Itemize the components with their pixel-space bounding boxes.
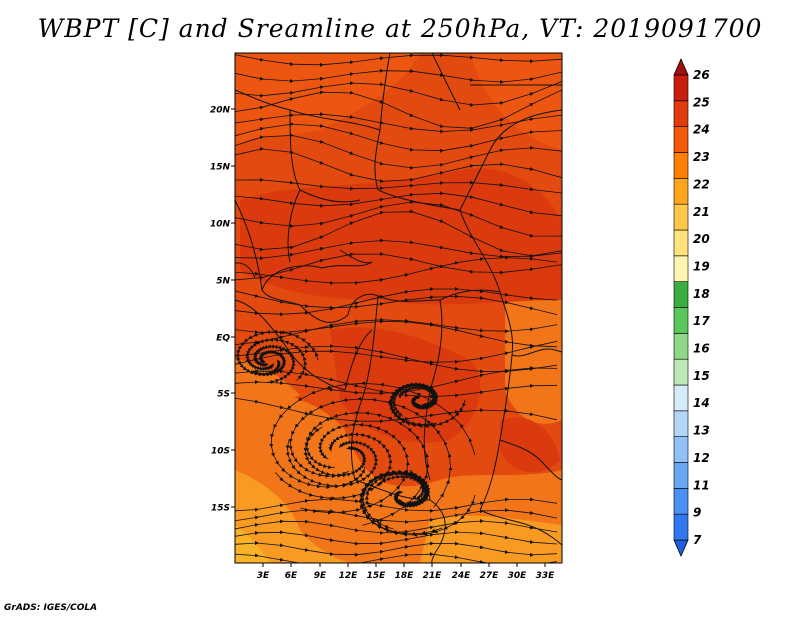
field-patch-pale-3 (420, 515, 562, 563)
colorbar-box-17 (673, 74, 689, 102)
colorbar-box-11 (673, 229, 689, 257)
lat-label-0: 20N (210, 106, 231, 116)
lat-label-4: EQ (216, 334, 230, 344)
colorbar-label-23: 23 (693, 150, 710, 164)
lat-label-6: 10S (211, 447, 230, 457)
colorbar-box-9 (673, 281, 689, 308)
boundary-line-24 (499, 439, 562, 481)
colorbar-label-21: 21 (693, 205, 710, 219)
grads-credit: GrADS: IGES/COLA (4, 603, 98, 613)
colorbar-label-25: 25 (693, 95, 710, 109)
lat-label-1: 15N (210, 163, 231, 173)
lon-label-2: 9E (314, 571, 327, 581)
colorbar-label-12: 12 (693, 451, 710, 465)
map-frame (234, 52, 563, 564)
colorbar-box-4 (673, 410, 689, 437)
colorbar-label-7: 7 (693, 533, 702, 547)
longitude-axis: 3E 6E 9E 12E 15E 18E 21E 24E 27E 30E 33E (257, 563, 555, 581)
lon-label-4: 15E (367, 571, 387, 581)
colorbar-label-14: 14 (693, 396, 710, 410)
colorbar-label-15: 15 (693, 369, 710, 383)
lat-label-5: 5S (217, 390, 230, 400)
colorbar-label-17: 17 (693, 314, 710, 328)
map-area (235, 53, 562, 563)
streamline-30 (303, 426, 367, 478)
lat-label-2: 10N (210, 220, 231, 230)
colorbar-label-18: 18 (693, 287, 710, 301)
colorbar-label-9: 9 (693, 506, 701, 520)
colorbar-box-7 (673, 333, 689, 360)
colorbar-label-24: 24 (693, 123, 710, 137)
colorbar-label-26: 26 (693, 68, 710, 82)
chart-title: WBPT [C] and Sreamline at 250hPa, VT: 20… (37, 14, 763, 43)
colorbar-box-1 (673, 488, 689, 515)
lat-label-3: 5N (216, 277, 230, 287)
colorbar-label-19: 19 (693, 260, 710, 274)
colorbar-box-6 (673, 358, 689, 386)
colorbar-box-14 (673, 152, 689, 179)
lat-label-7: 15S (211, 504, 230, 514)
streamline-0 (235, 53, 562, 67)
streamline-14 (235, 255, 558, 285)
colorbar-box-15 (673, 126, 689, 153)
lon-label-1: 6E (285, 571, 298, 581)
streamline-39 (397, 385, 437, 410)
streamline-8 (235, 177, 562, 194)
streamline-44 (235, 496, 558, 513)
colorbar-box-16 (673, 100, 689, 127)
colorbar-box-3 (673, 436, 689, 463)
lon-label-10: 33E (536, 571, 556, 581)
colorbar-box-8 (673, 307, 689, 334)
lon-label-0: 3E (257, 571, 270, 581)
streamline-43 (250, 349, 287, 377)
colorbar-triangle-low (673, 539, 689, 557)
colorbar-label-11: 11 (693, 478, 710, 492)
lon-label-7: 24E (452, 571, 472, 581)
colorbar-label-16: 16 (693, 342, 710, 356)
lon-label-5: 18E (395, 571, 415, 581)
field-patch-deep-10 (500, 417, 560, 473)
colorbar-box-0 (673, 513, 689, 541)
colorbar-box-2 (673, 462, 689, 489)
streamline-49 (235, 552, 558, 563)
colorbar-label-20: 20 (693, 232, 710, 246)
colorbar-label-13: 13 (693, 424, 710, 438)
colorbar-box-12 (673, 203, 689, 231)
colorbar-box-13 (673, 178, 689, 205)
streamline-48 (235, 540, 558, 557)
streamline-16 (235, 286, 558, 317)
lon-label-3: 12E (339, 571, 359, 581)
lon-label-8: 27E (480, 571, 500, 581)
colorbar-triangle-high (673, 58, 689, 76)
colorbar-box-5 (673, 384, 689, 412)
lon-label-9: 30E (508, 571, 528, 581)
colorbar-label-22: 22 (693, 177, 710, 191)
colorbar: 7 9 11 12 13 14 15 16 17 18 19 20 21 22 23 24 25 26 (673, 58, 710, 557)
colorbar-box-10 (673, 255, 689, 282)
streamlines (235, 53, 562, 563)
lon-label-6: 21E (423, 571, 443, 581)
latitude-axis: 20N 15N 10N 5N EQ 5S 10S 15S (210, 106, 235, 514)
